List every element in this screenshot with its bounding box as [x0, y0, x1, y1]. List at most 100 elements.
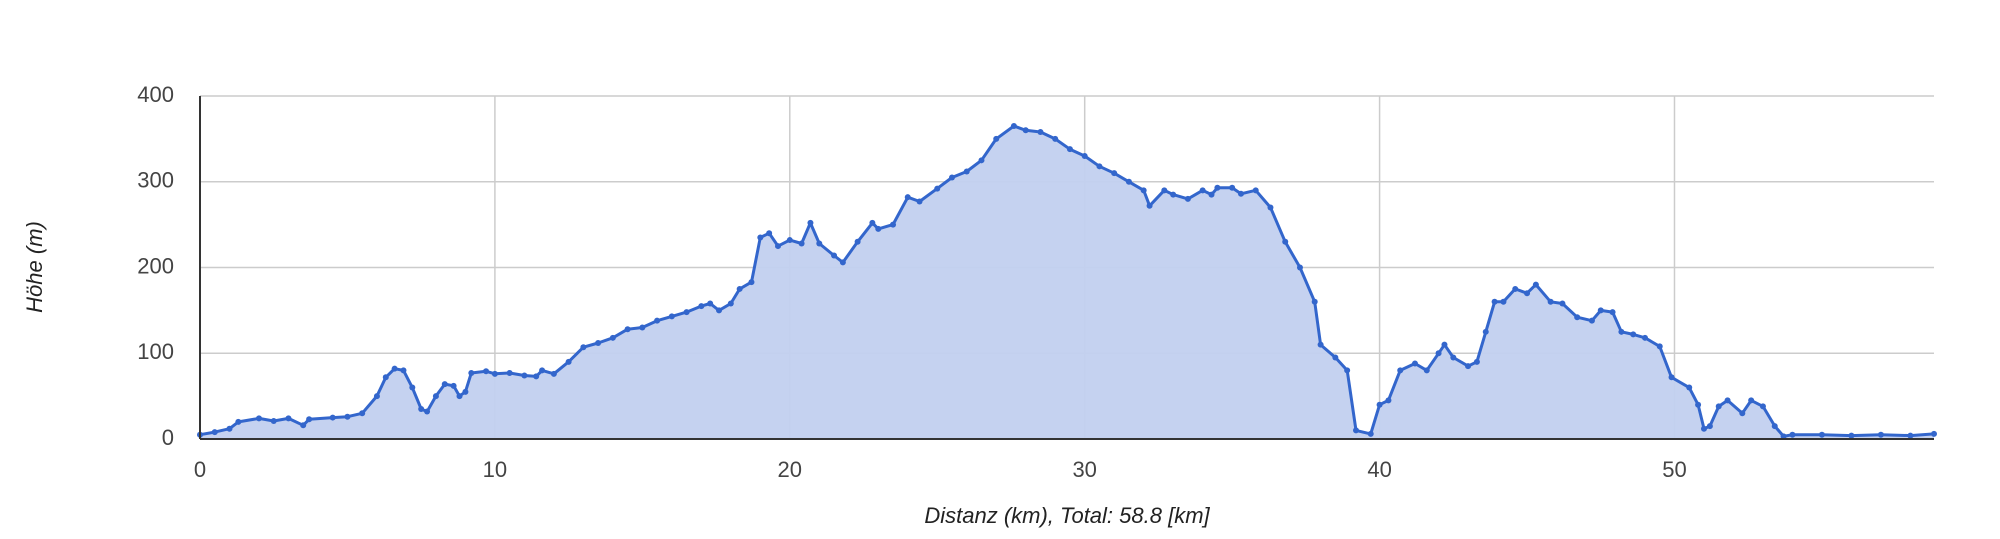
point	[916, 198, 923, 205]
point	[226, 425, 233, 432]
point	[963, 168, 970, 175]
point	[1397, 367, 1404, 374]
x-tick-label: 20	[778, 457, 802, 482]
point	[329, 414, 336, 421]
point	[1199, 187, 1206, 194]
point	[1877, 431, 1884, 438]
point	[450, 382, 457, 389]
point	[1588, 317, 1595, 324]
point	[1411, 360, 1418, 367]
x-tick-label: 30	[1072, 457, 1096, 482]
point	[1317, 341, 1324, 348]
point	[1237, 190, 1244, 197]
point	[539, 367, 546, 374]
point	[775, 243, 781, 250]
point	[736, 285, 743, 292]
point	[839, 259, 846, 266]
point	[1184, 195, 1191, 202]
x-tick-label: 40	[1367, 457, 1391, 482]
point	[1656, 343, 1663, 350]
point	[1465, 363, 1472, 370]
point	[1096, 163, 1103, 170]
point	[432, 393, 439, 400]
point	[533, 373, 540, 380]
point	[391, 365, 398, 372]
point	[300, 422, 307, 429]
point	[211, 429, 218, 436]
point	[1140, 187, 1147, 194]
point	[707, 300, 714, 307]
point	[1296, 264, 1303, 271]
point	[1739, 410, 1746, 417]
y-tick-label: 200	[137, 253, 174, 278]
point	[716, 307, 723, 314]
point	[786, 237, 793, 244]
area-fill	[200, 126, 1934, 439]
point	[1780, 433, 1787, 440]
point	[1022, 127, 1029, 134]
point	[1706, 423, 1713, 430]
point	[1125, 178, 1132, 185]
point	[816, 240, 823, 247]
point	[1482, 328, 1489, 335]
point	[934, 185, 941, 192]
point	[1500, 298, 1507, 305]
y-tick-label: 300	[137, 168, 174, 193]
point	[698, 303, 705, 310]
point	[1344, 367, 1351, 374]
point	[400, 367, 407, 374]
point	[1532, 281, 1539, 288]
point	[1668, 374, 1675, 381]
point	[1473, 358, 1480, 365]
point	[854, 238, 861, 245]
point	[1111, 170, 1118, 177]
point	[1748, 397, 1755, 404]
point	[1010, 123, 1017, 130]
point	[1597, 307, 1604, 314]
x-tick-label: 10	[483, 457, 507, 482]
point	[409, 384, 416, 391]
point	[639, 324, 646, 331]
point	[1282, 238, 1289, 245]
point	[1066, 146, 1073, 153]
point	[1686, 384, 1693, 391]
point	[1252, 187, 1259, 194]
point	[1332, 354, 1339, 361]
point	[1512, 285, 1519, 292]
point	[1818, 431, 1825, 438]
y-axis-title: Höhe (m)	[22, 221, 47, 313]
point	[624, 326, 631, 333]
point	[506, 369, 513, 376]
point	[1642, 334, 1648, 341]
point	[1609, 309, 1616, 316]
point	[609, 334, 616, 341]
point	[1367, 430, 1374, 437]
point	[1618, 328, 1625, 335]
point	[1229, 184, 1236, 191]
point	[1146, 202, 1153, 209]
point	[456, 393, 463, 400]
point	[306, 416, 313, 423]
y-tick-label: 0	[162, 425, 174, 450]
x-tick-label: 50	[1662, 457, 1686, 482]
point	[1715, 403, 1722, 410]
point	[1037, 129, 1044, 136]
point	[1385, 397, 1392, 404]
point	[468, 369, 475, 376]
point	[1724, 397, 1731, 404]
point	[595, 339, 602, 346]
point	[978, 157, 985, 164]
point	[1789, 431, 1796, 438]
point	[344, 413, 351, 420]
point	[1081, 153, 1088, 160]
point	[798, 240, 805, 247]
point	[1547, 298, 1554, 305]
point	[565, 358, 572, 365]
point	[424, 408, 431, 415]
point	[382, 374, 389, 381]
point	[359, 410, 366, 417]
y-tick-label: 400	[137, 82, 174, 107]
point	[1695, 401, 1702, 408]
